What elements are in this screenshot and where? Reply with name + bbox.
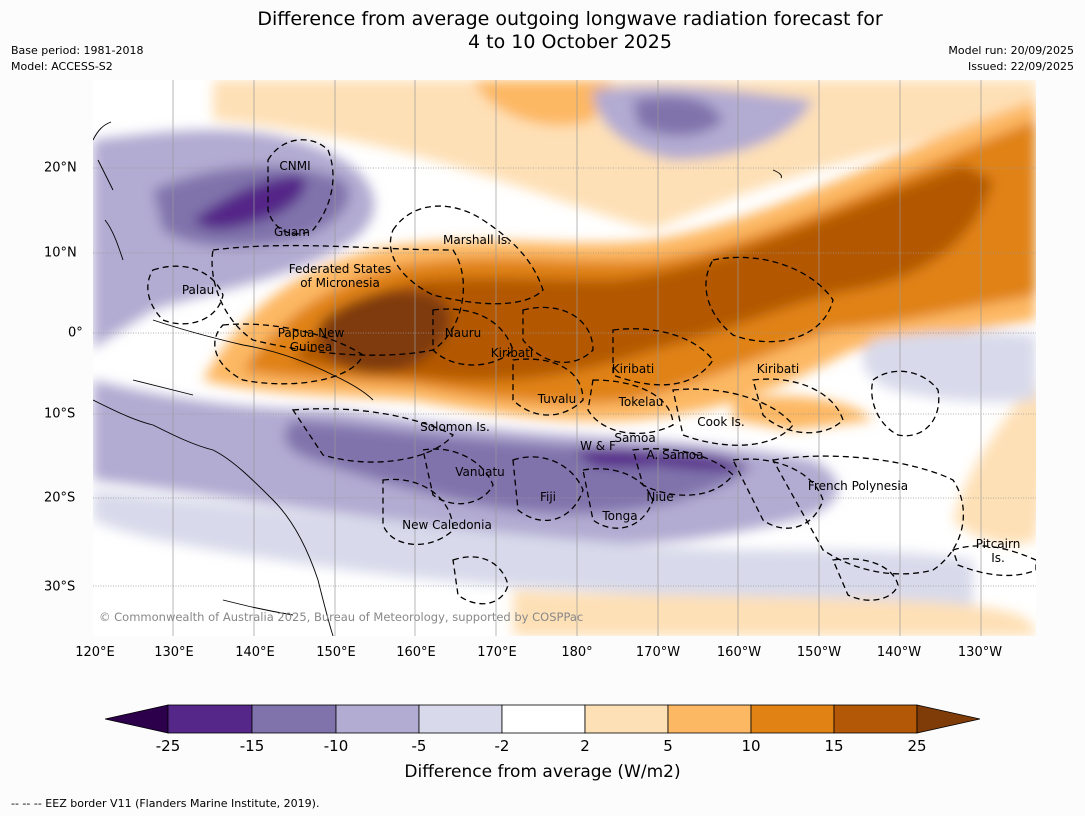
label-palau: Palau	[181, 283, 215, 297]
label-niue: Niue	[646, 490, 674, 504]
colorbar-bin	[667, 704, 752, 734]
colorbar-bin	[833, 704, 918, 734]
olr-anomaly-map	[93, 80, 1036, 636]
colorbar-tick: -5	[411, 737, 427, 755]
colorbar-tick: 25	[907, 737, 927, 755]
graticule	[93, 80, 1036, 636]
label-american-samoa: A. Samoa	[646, 448, 704, 462]
label-nauru: Nauru	[444, 326, 482, 340]
label-solomon-islands: Solomon Is.	[420, 420, 490, 434]
label-png: Papua New Guinea	[277, 326, 345, 354]
lat-tick-10s: 10°S	[44, 406, 76, 422]
label-vanuatu: Vanuatu	[455, 465, 505, 479]
copyright-notice: © Commonwealth of Australia 2025, Bureau…	[99, 610, 584, 624]
base-period: Base period: 1981-2018	[11, 44, 144, 57]
lon-tick-180: 180°	[561, 645, 593, 660]
label-kiribati-central: Kiribati	[611, 362, 655, 376]
colorbar-tick: 5	[663, 737, 673, 755]
lon-tick-170e: 170°E	[477, 645, 517, 660]
lon-tick-160e: 160°E	[396, 645, 436, 660]
colorbar-bin	[750, 704, 835, 734]
colorbar-extend-low	[105, 704, 169, 734]
label-pitcairn: Pitcairn Is.	[975, 537, 1021, 565]
title-line-2: 4 to 10 October 2025	[468, 31, 672, 53]
colorbar-tick: 15	[824, 737, 844, 755]
colorbar-bin	[584, 704, 669, 734]
colorbar-tick: 2	[580, 737, 590, 755]
lon-tick-170w: 170°W	[635, 645, 681, 660]
model-name: Model: ACCESS-S2	[11, 60, 113, 73]
colorbar-bin	[335, 704, 420, 734]
colorbar-bin	[418, 704, 503, 734]
label-fsm: Federated States of Micronesia	[288, 262, 392, 290]
label-new-caledonia: New Caledonia	[402, 518, 492, 532]
colorbar-bin	[251, 704, 337, 734]
lon-tick-150e: 150°E	[316, 645, 356, 660]
colorbar-tick: -15	[239, 737, 265, 755]
lon-tick-130w: 130°W	[957, 645, 1003, 660]
label-wallis-futuna: W & F	[580, 439, 616, 453]
lat-tick-20n: 20°N	[44, 160, 77, 176]
eez-borders	[147, 139, 1036, 605]
lon-tick-160w: 160°W	[716, 645, 762, 660]
lon-tick-140w: 140°W	[876, 645, 922, 660]
anomaly-field	[93, 80, 1036, 636]
colorbar	[105, 704, 980, 734]
colorbar-bin	[167, 704, 253, 734]
issued-date: Issued: 22/09/2025	[967, 60, 1074, 73]
label-kiribati-west: Kiribati	[490, 346, 534, 360]
colorbar-tick: -25	[155, 737, 181, 755]
label-cnmi: CNMI	[279, 159, 311, 173]
lat-tick-30s: 30°S	[44, 579, 76, 595]
label-cook-islands: Cook Is.	[697, 415, 745, 429]
meta-right: Model run: 20/09/2025 Issued: 22/09/2025	[948, 43, 1074, 75]
lon-tick-120e: 120°E	[75, 645, 115, 660]
label-fiji: Fiji	[539, 490, 557, 504]
colorbar-tick: -10	[323, 737, 349, 755]
lat-tick-20s: 20°S	[44, 490, 76, 506]
colorbar-label: Difference from average (W/m2)	[404, 762, 681, 782]
lon-tick-150w: 150°W	[796, 645, 842, 660]
lat-tick-0: 0°	[68, 325, 83, 341]
lon-tick-130e: 130°E	[154, 645, 194, 660]
colorbar-bin	[501, 704, 586, 734]
colorbar-tick: 10	[741, 737, 761, 755]
label-french-polynesia: French Polynesia	[807, 479, 909, 493]
lon-tick-140e: 140°E	[235, 645, 275, 660]
model-run: Model run: 20/09/2025	[948, 44, 1074, 57]
label-marshall: Marshall Is.	[443, 233, 511, 247]
eez-footnote: -- -- -- EEZ border V11 (Flanders Marine…	[11, 797, 320, 810]
label-tonga: Tonga	[602, 509, 638, 523]
lat-tick-10n: 10°N	[44, 245, 77, 261]
meta-left: Base period: 1981-2018 Model: ACCESS-S2	[11, 43, 143, 75]
colorbar-extend-high	[916, 704, 980, 734]
label-guam: Guam	[274, 225, 310, 239]
coastlines	[93, 121, 782, 636]
label-tuvalu: Tuvalu	[537, 392, 577, 406]
label-tokelau: Tokelau	[618, 395, 664, 409]
title-line-1: Difference from average outgoing longwav…	[257, 8, 883, 30]
label-kiribati-east: Kiribati	[756, 362, 800, 376]
colorbar-tick: -2	[494, 737, 510, 755]
title-text: Difference from average outgoing longwav…	[0, 8, 1085, 54]
label-samoa: Samoa	[614, 431, 656, 445]
